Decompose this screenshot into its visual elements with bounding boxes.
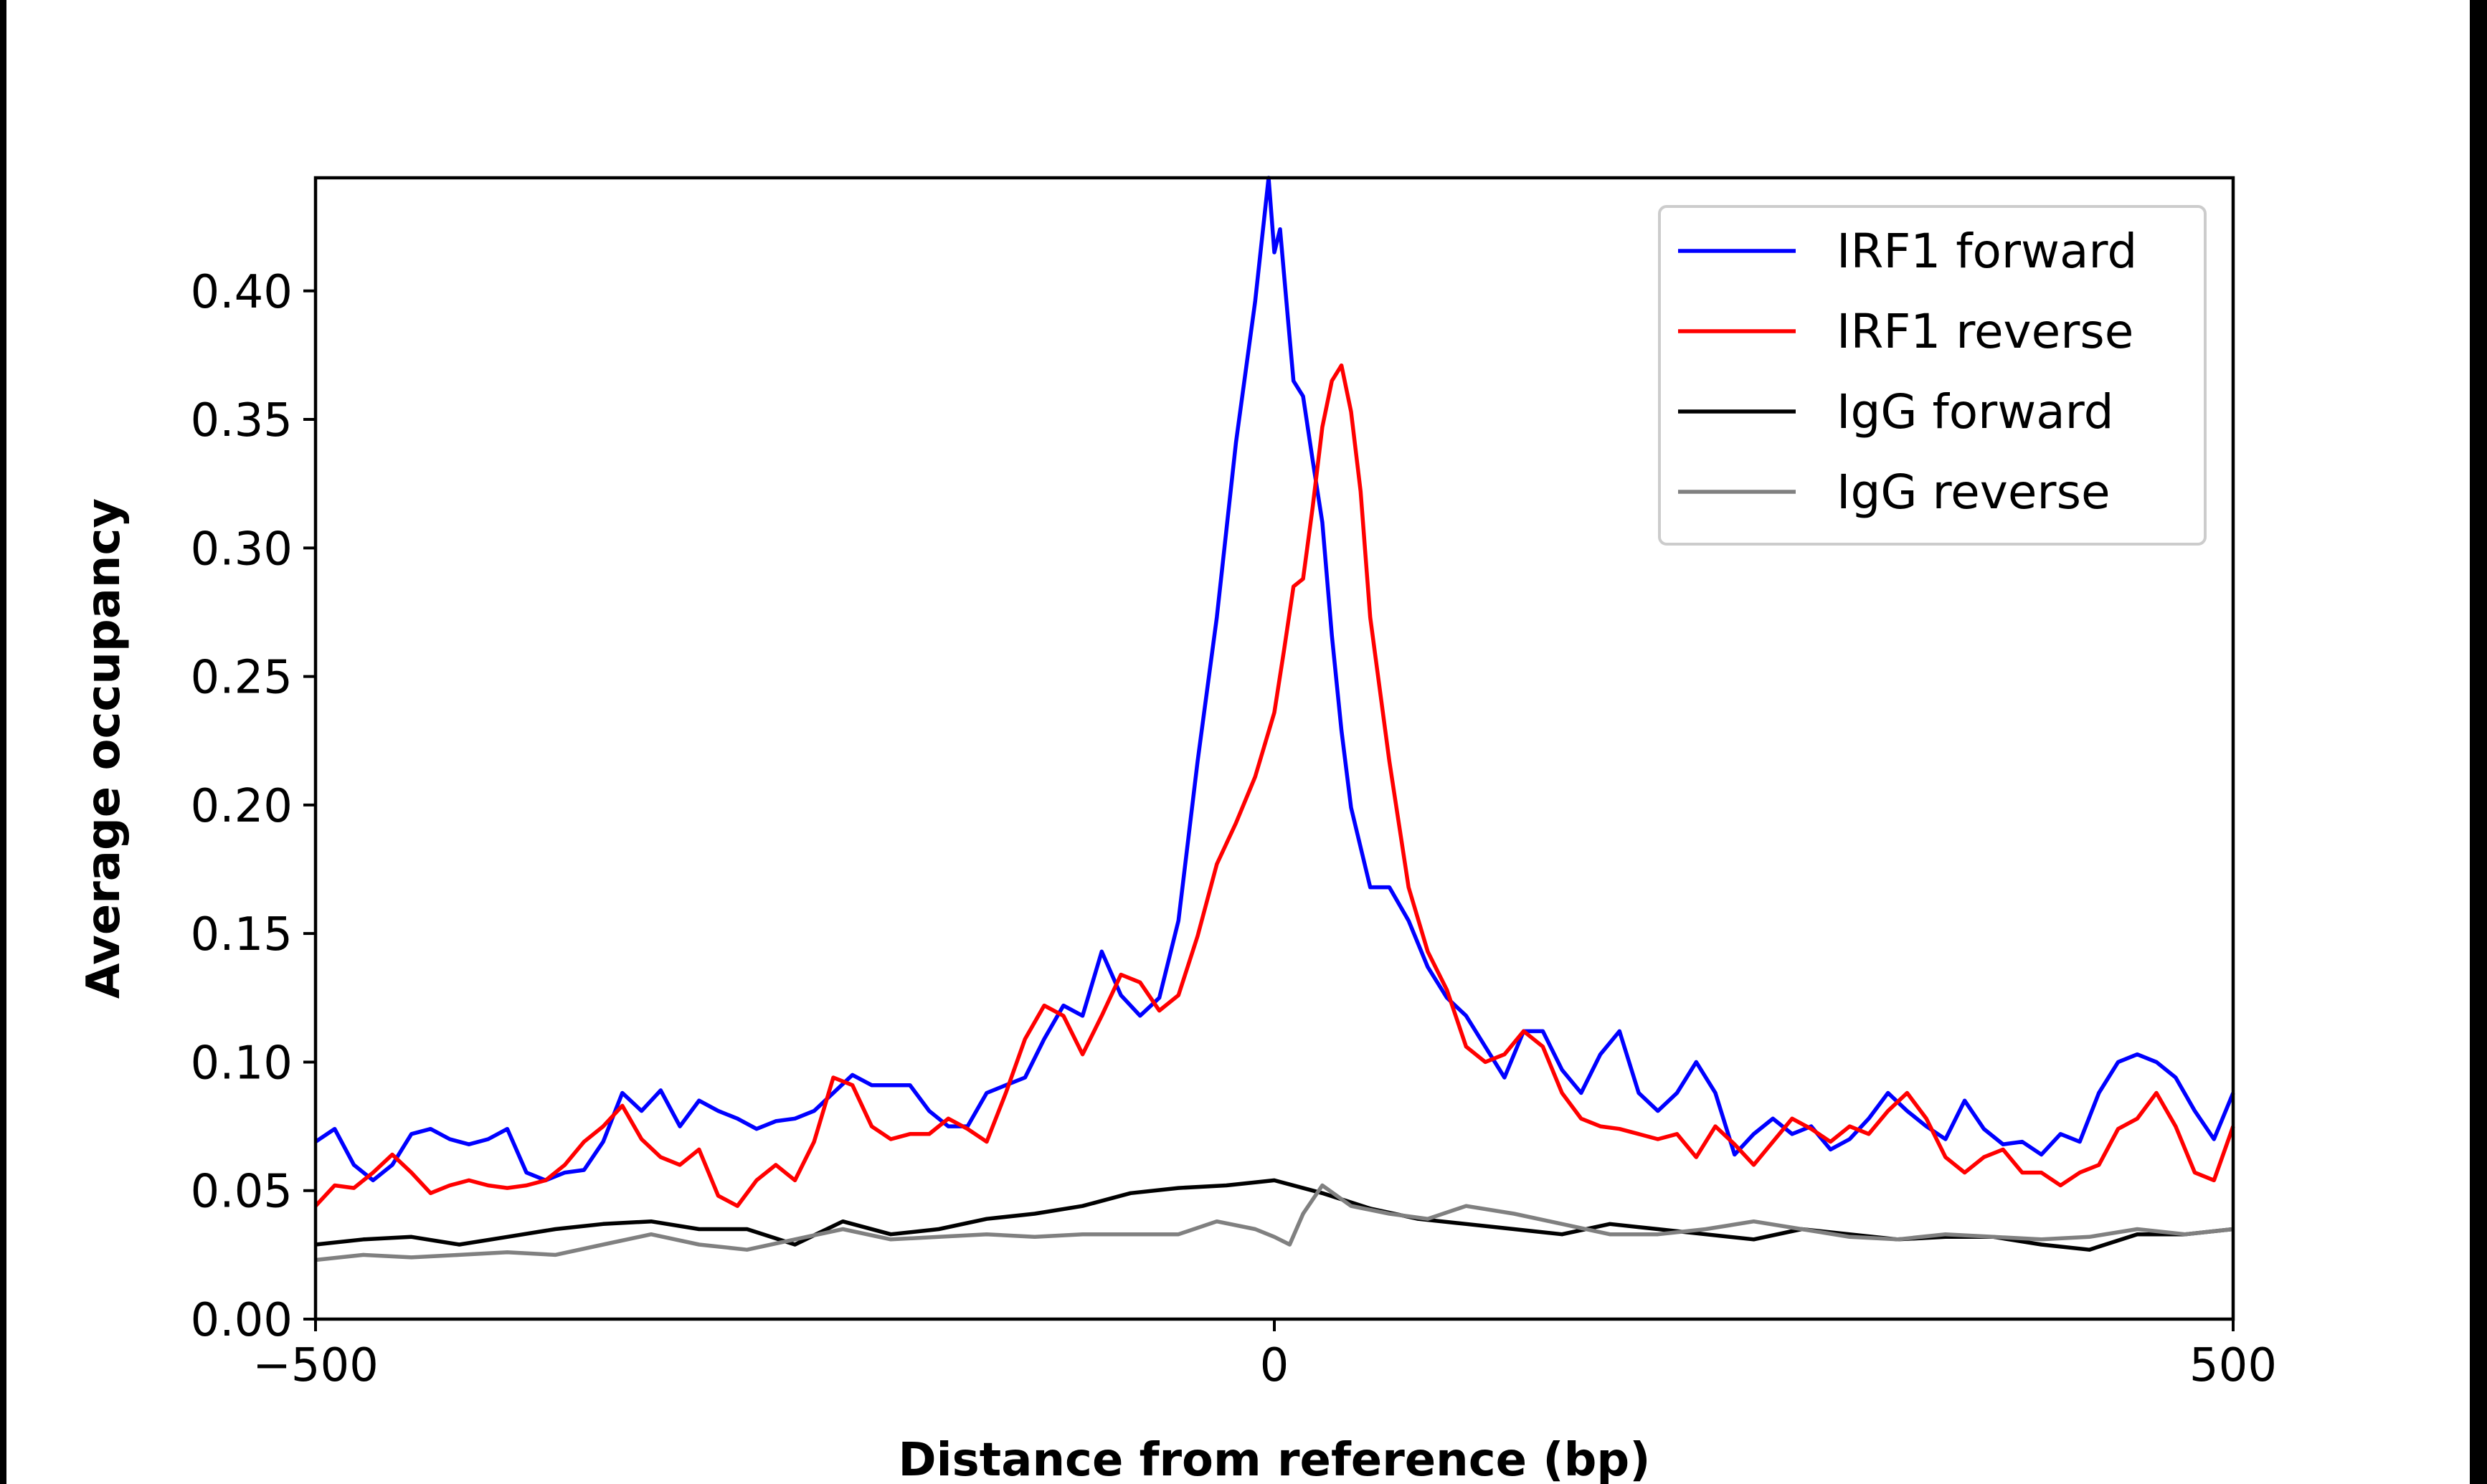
legend-box <box>1658 205 2207 546</box>
legend-entry: IRF1 forward <box>1678 224 2137 279</box>
series-line-igg-forward <box>315 1178 2234 1252</box>
x-tick-label: 500 <box>2189 1339 2277 1392</box>
x-tick-label: −500 <box>252 1339 379 1392</box>
y-tick-label: 0.05 <box>191 1166 293 1219</box>
y-axis-label: Average occupancy <box>77 498 131 999</box>
legend-entry: IRF1 reverse <box>1678 304 2133 359</box>
legend-label: IgG reverse <box>1837 465 2111 520</box>
x-tick-label: 0 <box>1260 1339 1289 1392</box>
series-line-igg-reverse <box>315 1183 2234 1262</box>
y-tick-label: 0.40 <box>191 266 293 319</box>
y-tick-label: 0.35 <box>191 394 293 447</box>
legend-label: IgG forward <box>1837 384 2114 439</box>
legend-label: IRF1 reverse <box>1837 304 2133 359</box>
series-layer <box>313 176 2235 1262</box>
y-tick-label: 0.00 <box>191 1294 293 1347</box>
left-border-bar <box>0 0 6 1484</box>
y-tick-label: 0.15 <box>191 908 293 961</box>
x-axis-label: Distance from reference (bp) <box>899 1434 1651 1484</box>
right-border-bar <box>2470 0 2487 1484</box>
y-tick-label: 0.25 <box>191 652 293 705</box>
legend: IRF1 forward IRF1 reverse IgG forward IgG r… <box>1658 205 2207 546</box>
ticks-layer: −500 0 500 0.00 0.05 0.10 0.15 0.20 0.25 0.30 0.35… <box>191 266 2278 1392</box>
y-tick-label: 0.10 <box>191 1037 293 1090</box>
y-tick-label: 0.20 <box>191 780 293 833</box>
legend-entry: IgG forward <box>1678 384 2114 439</box>
legend-label: IRF1 forward <box>1837 224 2137 279</box>
series-line-irf1-reverse <box>313 363 2235 1208</box>
legend-entry: IgG reverse <box>1678 465 2111 520</box>
y-tick-label: 0.30 <box>191 523 293 576</box>
series-line-irf1-forward <box>314 176 2235 1183</box>
